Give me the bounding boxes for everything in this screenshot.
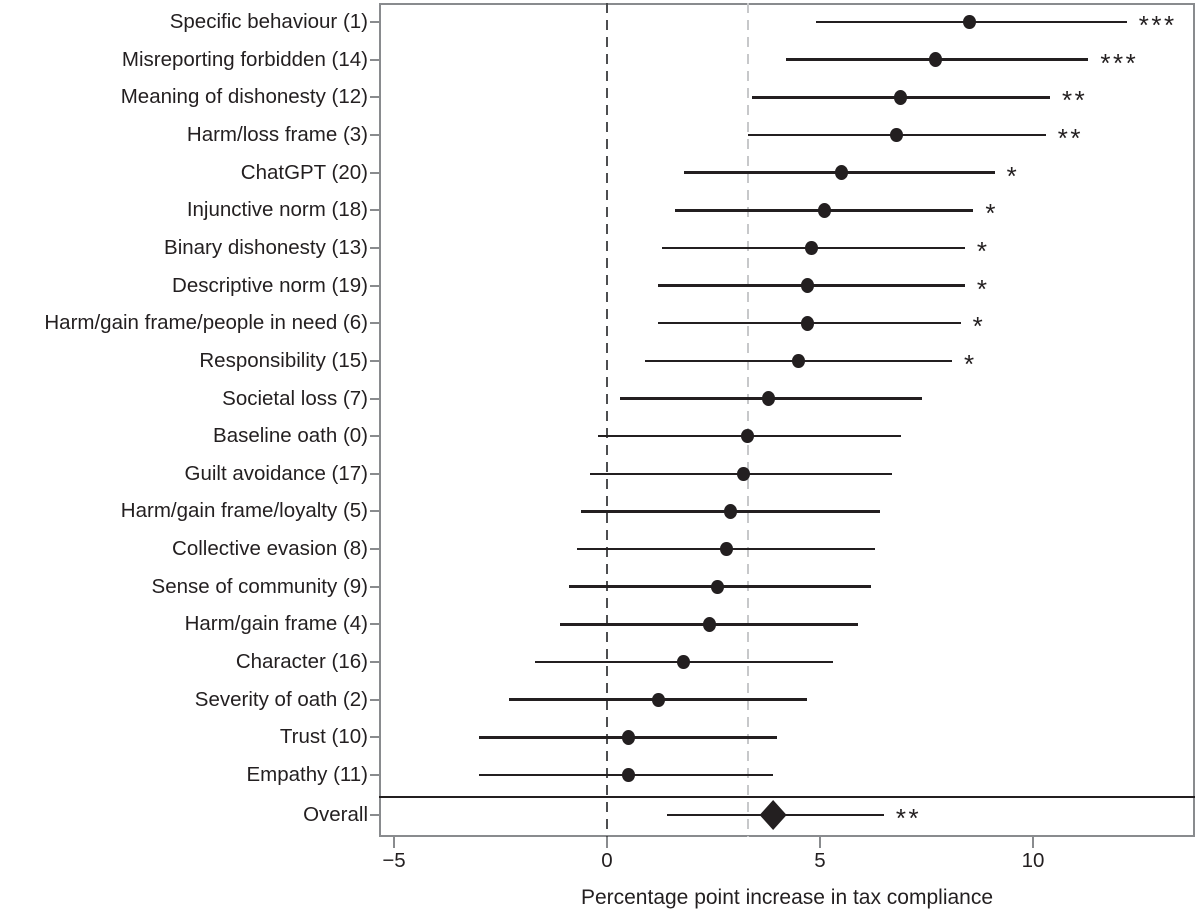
- y-axis-tick: [370, 96, 379, 99]
- y-axis-tick: [370, 171, 379, 174]
- row-label: Injunctive norm (18): [186, 198, 368, 222]
- x-axis-tick-label: 0: [601, 849, 613, 872]
- x-axis-tick: [606, 837, 608, 848]
- point-estimate-dot: [677, 654, 691, 670]
- significance-stars: **: [895, 803, 922, 833]
- significance-stars: *: [964, 348, 977, 379]
- point-estimate-dot: [621, 730, 635, 745]
- y-axis-tick: [370, 510, 379, 513]
- row-label: Responsibility (15): [199, 348, 368, 372]
- row-label: Societal loss (7): [222, 386, 368, 410]
- y-axis-tick: [370, 548, 379, 551]
- overall-row-label: Overall: [303, 803, 368, 826]
- point-estimate-dot: [724, 504, 738, 519]
- significance-stars: ***: [1100, 47, 1139, 78]
- overall-separator-line: [379, 795, 1195, 798]
- row-label: Meaning of dishonesty (12): [120, 85, 368, 109]
- x-axis-tick-label: 10: [1021, 849, 1045, 872]
- point-estimate-dot: [762, 391, 776, 406]
- row-label: Sense of community (9): [151, 574, 368, 598]
- y-axis-tick: [370, 585, 379, 588]
- row-label: Severity of oath (2): [194, 687, 368, 711]
- y-axis-tick: [370, 472, 379, 475]
- row-label: Specific behaviour (1): [169, 10, 368, 33]
- row-label: Harm/gain frame/people in need (6): [44, 311, 368, 335]
- y-axis-tick: [370, 435, 379, 438]
- point-estimate-dot: [834, 165, 848, 180]
- x-axis-tick: [393, 837, 395, 848]
- significance-stars: *: [976, 235, 990, 266]
- significance-stars: **: [1062, 85, 1088, 116]
- y-axis-tick: [370, 774, 379, 776]
- significance-stars: *: [985, 198, 998, 229]
- x-axis-tick: [1032, 837, 1034, 848]
- row-label: Character (16): [235, 650, 368, 674]
- y-axis-tick: [370, 133, 379, 136]
- point-estimate-dot: [792, 353, 806, 369]
- significance-stars: ***: [1138, 10, 1177, 40]
- row-label: Guilt avoidance (17): [184, 461, 368, 485]
- row-label: Binary dishonesty (13): [164, 235, 368, 259]
- point-estimate-dot: [800, 316, 814, 331]
- row-label: Baseline oath (0): [213, 424, 368, 448]
- point-estimate-dot: [719, 541, 733, 557]
- point-estimate-dot: [894, 90, 908, 105]
- significance-stars: *: [976, 273, 990, 304]
- y-axis-tick: [370, 58, 379, 61]
- plot-frame: [379, 3, 1195, 837]
- row-label: Collective evasion (8): [172, 537, 368, 561]
- point-estimate-dot: [702, 617, 716, 632]
- point-estimate-dot: [928, 52, 942, 67]
- row-label: Empathy (11): [246, 763, 368, 786]
- y-axis-tick: [370, 246, 379, 249]
- row-label: ChatGPT (20): [240, 160, 368, 184]
- zero-reference-line: [606, 3, 608, 837]
- point-estimate-dot: [621, 767, 635, 783]
- point-estimate-dot: [651, 692, 665, 707]
- row-label: Misreporting forbidden (14): [121, 47, 368, 71]
- baseline-reference-line: [746, 3, 749, 837]
- row-label: Harm/gain frame/loyalty (5): [120, 499, 368, 523]
- significance-stars: *: [1006, 160, 1020, 191]
- y-axis-tick: [370, 209, 379, 212]
- y-axis-tick: [370, 736, 379, 739]
- y-axis-tick: [370, 397, 379, 400]
- row-label: Harm/loss frame (3): [186, 122, 368, 146]
- y-axis-tick: [370, 322, 379, 325]
- row-label: Trust (10): [279, 725, 368, 749]
- row-label: Harm/gain frame (4): [184, 612, 368, 636]
- point-estimate-dot: [890, 127, 904, 143]
- point-estimate-dot: [741, 428, 755, 444]
- y-axis-tick: [370, 623, 379, 626]
- point-estimate-dot: [711, 579, 725, 595]
- y-axis-tick: [370, 21, 379, 23]
- significance-stars: **: [1057, 122, 1084, 153]
- x-axis-tick-label: 5: [814, 849, 826, 872]
- row-label: Descriptive norm (19): [172, 273, 368, 297]
- point-estimate-dot: [962, 14, 976, 30]
- significance-stars: *: [972, 311, 986, 342]
- y-axis-tick: [370, 661, 379, 664]
- point-estimate-dot: [817, 203, 831, 218]
- y-axis-tick: [370, 814, 379, 816]
- point-estimate-dot: [736, 466, 750, 482]
- x-axis-tick-label: −5: [382, 849, 406, 872]
- y-axis-tick: [370, 284, 379, 287]
- y-axis-tick: [370, 359, 379, 362]
- x-axis-tick: [819, 837, 821, 848]
- x-axis-title: Percentage point increase in tax complia…: [580, 886, 994, 909]
- y-axis-tick: [370, 698, 379, 701]
- point-estimate-dot: [800, 278, 814, 293]
- point-estimate-dot: [804, 240, 818, 256]
